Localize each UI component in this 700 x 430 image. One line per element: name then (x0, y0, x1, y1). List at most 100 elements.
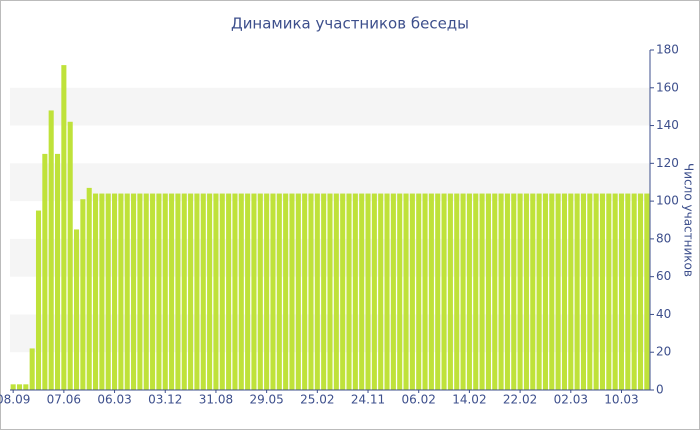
bar (485, 193, 491, 390)
y-tick-label: 100 (656, 194, 679, 208)
y-tick-label: 160 (656, 80, 679, 94)
bar (530, 193, 536, 390)
y-tick-label: 80 (656, 231, 671, 245)
bar (175, 193, 181, 390)
y-tick-label: 140 (656, 118, 679, 132)
bar (365, 193, 371, 390)
bar (131, 193, 137, 390)
bar (23, 384, 29, 390)
bar (568, 193, 574, 390)
bar (150, 193, 156, 390)
y-tick-label: 20 (656, 345, 671, 359)
chart-title: Динамика участников беседы (231, 15, 469, 33)
bar (384, 193, 390, 390)
grid-band (10, 87, 650, 126)
bar (390, 193, 396, 390)
bar (264, 193, 270, 390)
bar (169, 193, 175, 390)
y-tick-label: 40 (656, 307, 671, 321)
bar (93, 193, 99, 390)
bar (232, 193, 238, 390)
bar (612, 193, 618, 390)
bar (517, 193, 523, 390)
bar (599, 193, 606, 390)
bar (283, 193, 289, 390)
bar (308, 193, 314, 390)
bar (251, 193, 257, 390)
bar (213, 193, 219, 390)
bar (359, 193, 365, 390)
bar (498, 193, 504, 390)
bar (574, 193, 580, 390)
x-tick-label: 07.06 (47, 393, 81, 407)
bar (207, 193, 213, 390)
bar (276, 193, 282, 390)
bar (441, 193, 447, 390)
bar (606, 193, 612, 390)
bar (219, 193, 225, 390)
bar (86, 187, 92, 390)
x-tick-label: 02.03 (554, 393, 588, 407)
bar (378, 193, 384, 390)
bar (561, 193, 567, 390)
bar (238, 193, 244, 390)
bar (257, 193, 263, 390)
bar (105, 193, 111, 390)
bar (54, 153, 61, 390)
bar (289, 193, 295, 390)
bar (454, 193, 460, 390)
bar (644, 193, 650, 390)
bar (245, 193, 251, 390)
bar (29, 348, 35, 390)
y-tick-label: 0 (656, 383, 664, 397)
bar (194, 193, 200, 390)
bar (321, 193, 327, 390)
bar (35, 210, 42, 390)
bar (549, 193, 555, 390)
bar (492, 193, 498, 390)
bar (143, 193, 149, 390)
bar (16, 384, 23, 390)
bar (181, 193, 187, 390)
bar (200, 193, 206, 390)
bar (10, 384, 16, 390)
bar (371, 193, 377, 390)
bar (625, 193, 631, 390)
bar (403, 193, 409, 390)
bar (270, 193, 276, 390)
bar (504, 193, 510, 390)
x-tick-label: 22.02 (503, 393, 537, 407)
x-tick-label: 10.03 (604, 393, 638, 407)
bar (580, 193, 586, 390)
bar (42, 153, 48, 390)
bar (61, 65, 67, 390)
bar (124, 193, 130, 390)
x-tick-label: 03.12 (148, 393, 182, 407)
bar (447, 193, 453, 390)
bar (397, 193, 403, 390)
bar (511, 193, 517, 390)
bar (156, 193, 162, 390)
x-tick-label: 06.03 (97, 393, 131, 407)
bar (74, 229, 80, 390)
bar (555, 193, 561, 390)
bar (618, 193, 625, 390)
bar (162, 193, 168, 390)
y-tick-label: 60 (656, 269, 671, 283)
bar (460, 193, 466, 390)
bar (137, 193, 143, 390)
x-tick-label: 24.11 (351, 393, 385, 407)
bar (422, 193, 428, 390)
bar (593, 193, 599, 390)
bar (333, 193, 339, 390)
bar (67, 121, 73, 391)
bar (302, 193, 308, 390)
y-axis-label: Число участников (682, 163, 696, 277)
bar (352, 193, 358, 390)
bar (587, 193, 593, 390)
bar (428, 193, 434, 390)
x-tick-label: 25.02 (300, 393, 334, 407)
bar (112, 193, 118, 390)
bar (416, 193, 422, 390)
